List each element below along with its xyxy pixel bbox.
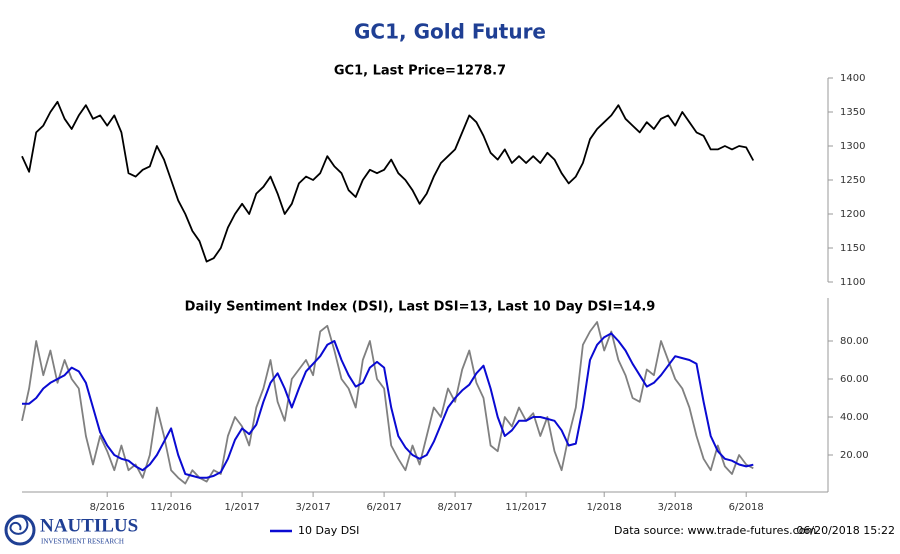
x-tick-label: 1/2018 — [587, 502, 622, 513]
logo: NAUTILUS INVESTMENT RESEARCH — [4, 514, 138, 546]
x-tick-label: 8/2016 — [90, 502, 125, 513]
x-tick-label: 1/2017 — [225, 502, 260, 513]
x-tick-label: 6/2017 — [367, 502, 402, 513]
y-tick-label: 1200 — [840, 209, 865, 220]
x-tick-label: 11/2016 — [150, 502, 192, 513]
y-tick-label: 1250 — [840, 175, 865, 186]
page-title: GC1, Gold Future — [354, 20, 546, 44]
y-tick-label: 80.00 — [840, 336, 869, 347]
y-tick-label: 1100 — [840, 277, 865, 288]
series-line — [21, 321, 754, 485]
y-tick-label: 40.00 — [840, 412, 869, 423]
y-tick-label: 20.00 — [840, 450, 869, 461]
panel-title: Daily Sentiment Index (DSI), Last DSI=13… — [185, 300, 656, 315]
y-tick-label: 1150 — [840, 243, 865, 254]
y-tick-label: 60.00 — [840, 374, 869, 385]
x-tick-label: 11/2017 — [505, 502, 547, 513]
series-line — [21, 100, 755, 263]
x-tick-label: 8/2017 — [438, 502, 473, 513]
y-tick-label: 1400 — [840, 73, 865, 84]
y-tick-label: 1350 — [840, 107, 865, 118]
series-line — [22, 332, 754, 479]
x-tick-label: 3/2018 — [658, 502, 693, 513]
timestamp: 06/20/2018 15:22 — [796, 524, 895, 537]
data-source: Data source: www.trade-futures.com — [614, 524, 816, 537]
panel-title: GC1, Last Price=1278.7 — [334, 64, 506, 79]
x-tick-label: 6/2018 — [729, 502, 764, 513]
logo-name: NAUTILUS — [40, 515, 138, 536]
logo-tagline: INVESTMENT RESEARCH — [41, 538, 124, 546]
y-tick-label: 1300 — [840, 141, 865, 152]
x-tick-label: 3/2017 — [296, 502, 331, 513]
logo-icon — [9, 515, 29, 535]
legend-label: 10 Day DSI — [298, 524, 359, 537]
